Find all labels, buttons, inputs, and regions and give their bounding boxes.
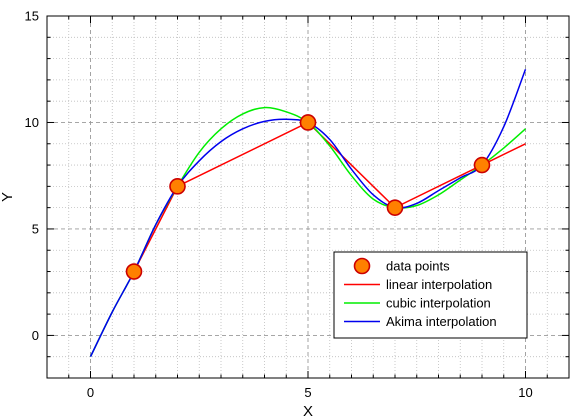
akima-interpolation-legend-label: Akima interpolation [386,314,497,329]
y-tick-label: 10 [25,115,39,130]
x-axis-label: X [303,403,313,420]
data-point-marker [299,114,317,131]
data-point-marker [473,156,491,174]
cubic-interpolation-legend-label: cubic interpolation [386,296,491,311]
y-tick-label: 0 [32,328,39,343]
x-tick-label: 10 [518,385,532,400]
x-tick-label: 0 [87,385,94,400]
data-points-legend-label: data points [386,259,450,274]
y-axis-label: Y [0,192,16,202]
series-markers [125,114,491,280]
data-point-marker [169,178,186,195]
y-tick-label: 5 [32,221,39,236]
data-point-marker [386,199,404,216]
linear-interpolation-legend-label: linear interpolation [386,277,492,292]
y-tick-label: 15 [25,9,39,24]
x-tick-label: 5 [304,385,311,400]
data-point-marker [125,263,143,280]
data-points-legend-marker [353,257,371,275]
legend: data points linear interpolation cubic int… [333,251,528,339]
axis-ticks: 0 5 10 0 5 10 15 [25,9,569,400]
